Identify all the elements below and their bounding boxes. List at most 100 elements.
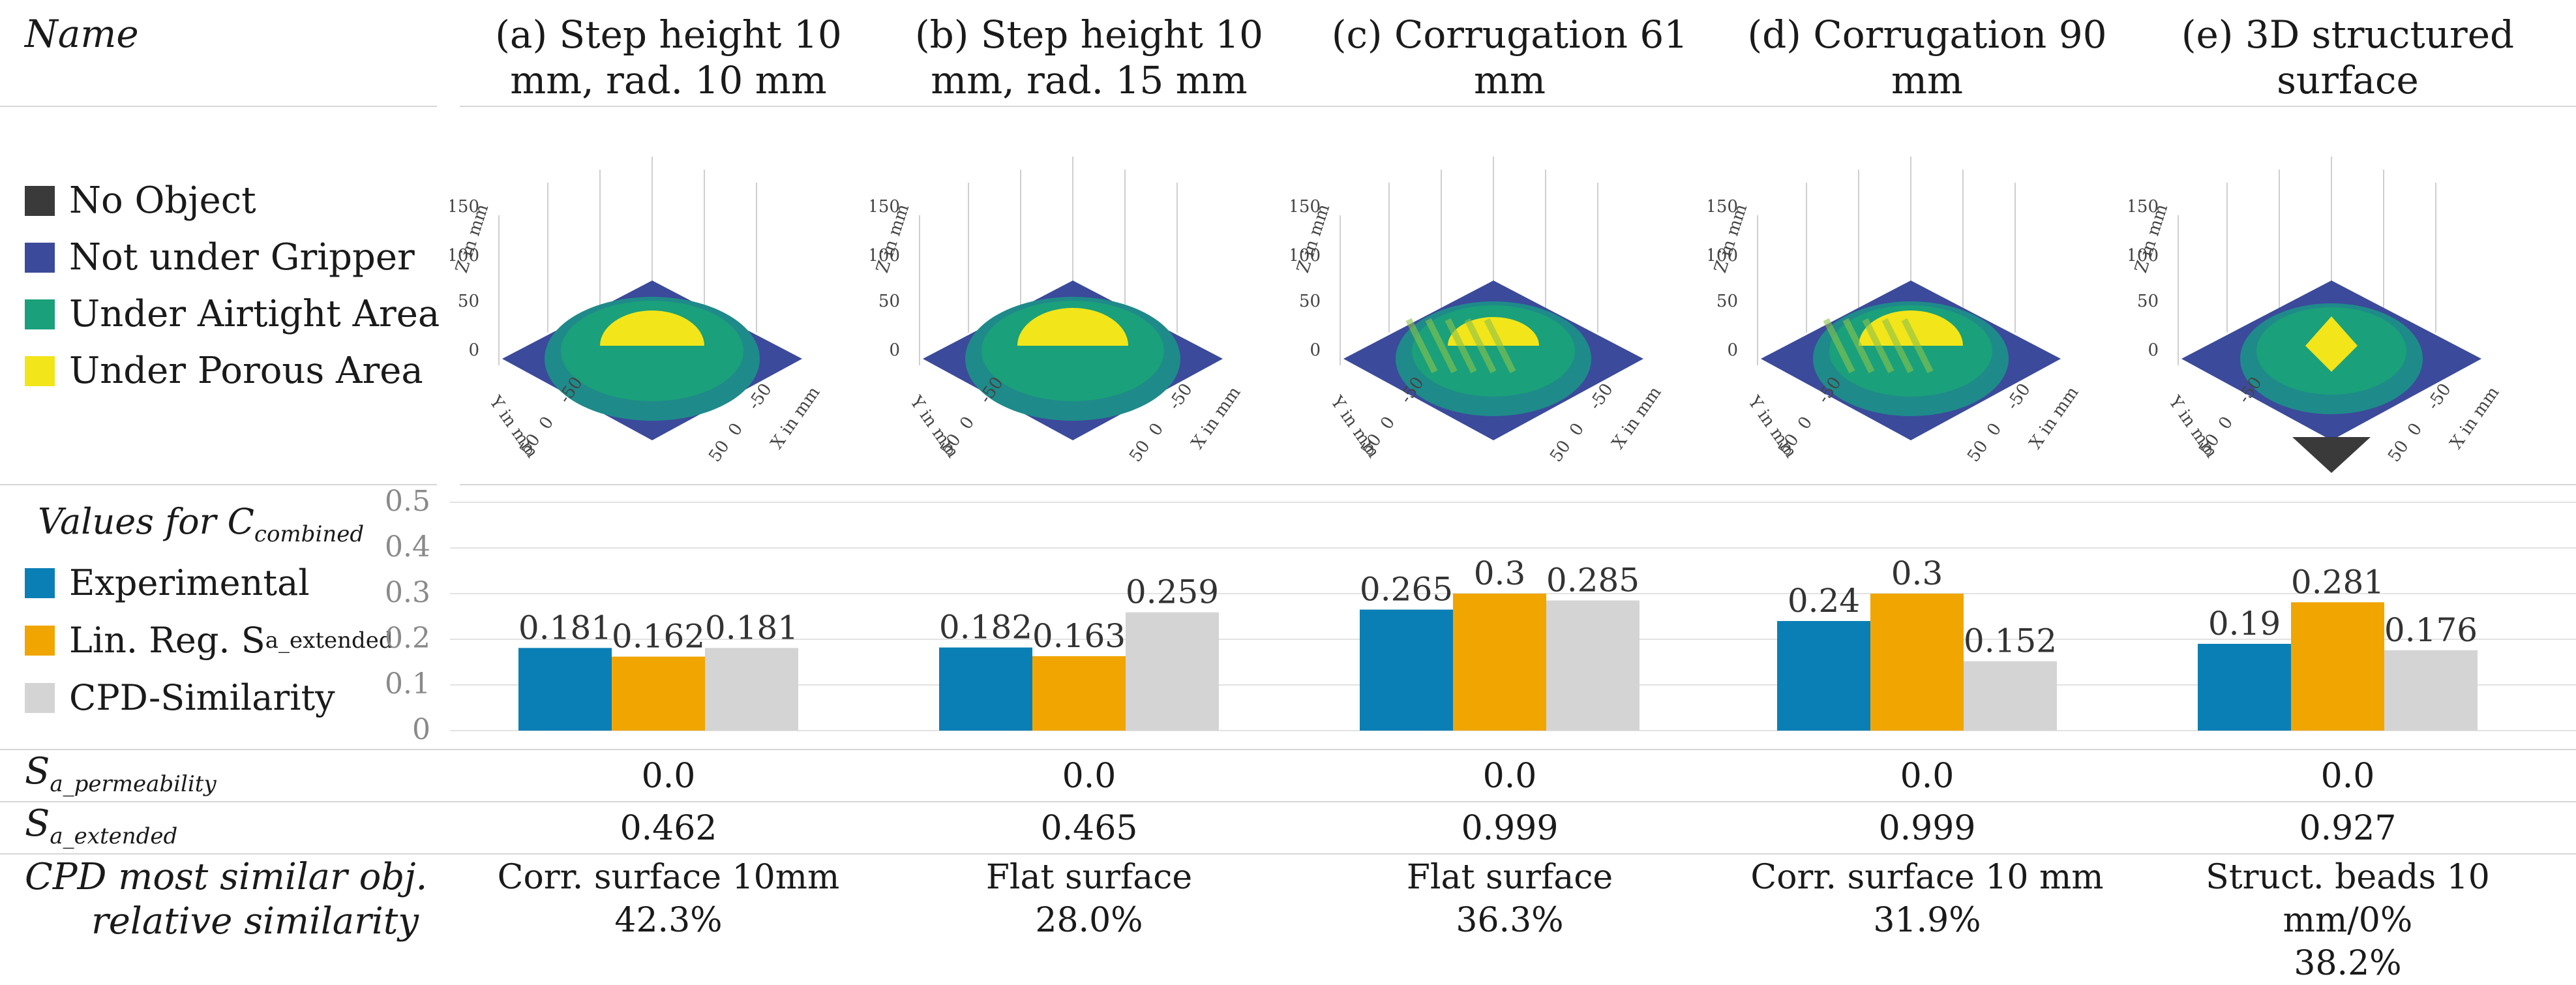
z-tick-label: 150 [1709,197,1738,217]
bar-cpd-similarity-2 [1546,600,1640,731]
z-tick-label: 50 [1716,292,1738,311]
row-label-extended: Sa_extended [25,802,177,849]
legend-swatch [25,625,55,656]
bar-cpd-similarity-1 [1126,612,1219,731]
cpd-similarity: 28.0% [1035,901,1143,940]
divider [0,106,437,107]
divider [460,484,2576,485]
bar-lin-reg-s-2 [1453,594,1546,731]
x-tick-label: 0 [1566,419,1588,440]
bar-lin-reg-s-4 [2291,602,2384,731]
cpd-object: Flat surface [1406,858,1613,897]
y-tick-label: 0 [956,413,978,433]
corrugation-stripe [1484,318,1516,374]
no-object-region [2292,437,2371,473]
corrugation-stripe [1464,318,1497,374]
y-axis-label: Y in mm [906,392,963,462]
row-label-cpd: CPD most similar obj. [25,856,428,898]
divider [0,853,2576,855]
permeability-value-c: 0.0 [1482,757,1537,796]
porous-area [2305,316,2358,372]
data-label: 0.163 [1032,617,1126,655]
y-axis-label: Y in mm [2164,392,2221,462]
chart-title-sub: combined [254,521,365,547]
bar-experimental-1 [939,647,1032,731]
data-label: 0.285 [1546,562,1640,599]
data-label: 0.24 [1788,582,1860,620]
z-tick-label: 100 [871,246,900,265]
z-tick-label: 0 [1310,341,1321,360]
bar-cpd-similarity-3 [1964,661,2057,731]
legend-under-porous: Under Porous Area [25,350,423,392]
data-label: 0.176 [2384,611,2478,649]
extended-value-c: 0.999 [1461,809,1559,848]
legend-experimental: Experimental [25,562,310,603]
z-tick-label: 150 [1291,197,1321,217]
data-label: 0.181 [705,609,798,646]
x-tick-label: 50 [2384,437,2413,466]
cpd-similarity: 36.3% [1456,901,1564,940]
row-label-permeability: Sa_permeability [25,750,217,797]
z-tick-label: 100 [1291,246,1321,265]
corrugation-stripe [1842,318,1875,374]
row-label-sub: a_permeability [50,771,217,798]
y-tick-label: 0 [412,713,430,746]
legend-label: No Object [69,179,256,222]
x-tick-label: 0 [1983,419,2005,440]
name-header: Name [25,12,139,56]
row-label-similarity: relative similarity [91,900,419,943]
bar-experimental-2 [1360,609,1453,731]
x-axis-label: X in mm [767,383,824,453]
y-tick-label: 0.5 [385,485,430,518]
z-tick-label: 100 [450,246,479,265]
cpd-cell-b: Flat surface 28.0% [880,856,1298,942]
x-tick-label: 50 [1964,437,1992,466]
corrugation-stripe [1823,318,1855,374]
legend-label: Under Airtight Area [69,293,440,335]
z-tick-label: 0 [1727,341,1738,360]
y-tick-label: 0 [2215,413,2237,433]
data-label: 0.259 [1126,573,1219,611]
z-tick-label: 50 [2137,292,2159,311]
legend-not-under-gripper: Not under Gripper [25,236,415,279]
column-title-d: (d) Corrugation 90 mm [1747,12,2107,102]
bar-experimental-4 [2198,644,2291,731]
z-tick-label: 100 [1709,246,1738,265]
y-tick-label: 0 [1377,413,1399,433]
legend-label: Under Porous Area [69,350,423,392]
divider [0,801,2576,802]
data-label: 0.181 [518,609,612,646]
z-tick-label: 100 [2129,246,2159,265]
y-axis-label: Y in mm [1326,392,1383,462]
chart-title: Values for Ccombined [38,501,364,547]
divider [0,749,2576,750]
data-label: 0.19 [2208,605,2281,643]
x-tick-label: 0 [725,419,747,440]
porous-area [600,311,704,346]
legend-label: Experimental [69,562,310,603]
x-tick-label: 0 [1145,419,1167,440]
x-tick-label: 50 [1126,437,1154,466]
y-tick-label: 0.3 [385,576,430,609]
column-title-a: (a) Step height 10 mm, rad. 10 mm [495,12,842,102]
chart-title-main: Values for C [38,501,254,542]
cpd-similarity: 31.9% [1873,901,1981,940]
cpd-object: Corr. surface 10 mm [1750,858,2104,897]
y-axis-label: Y in mm [485,392,542,462]
legend-swatch [25,356,55,386]
legend-swatch [25,185,55,216]
z-tick-label: 150 [450,197,479,217]
bar-lin-reg-s-3 [1870,594,1964,731]
bar-lin-reg-s-1 [1032,656,1126,731]
porous-area [1017,308,1128,346]
z-tick-label: 0 [468,341,479,360]
legend-under-airtight: Under Airtight Area [25,293,440,335]
permeability-value-d: 0.0 [1900,757,1954,796]
extended-value-e: 0.927 [2299,809,2397,848]
bar-experimental-3 [1777,621,1870,731]
